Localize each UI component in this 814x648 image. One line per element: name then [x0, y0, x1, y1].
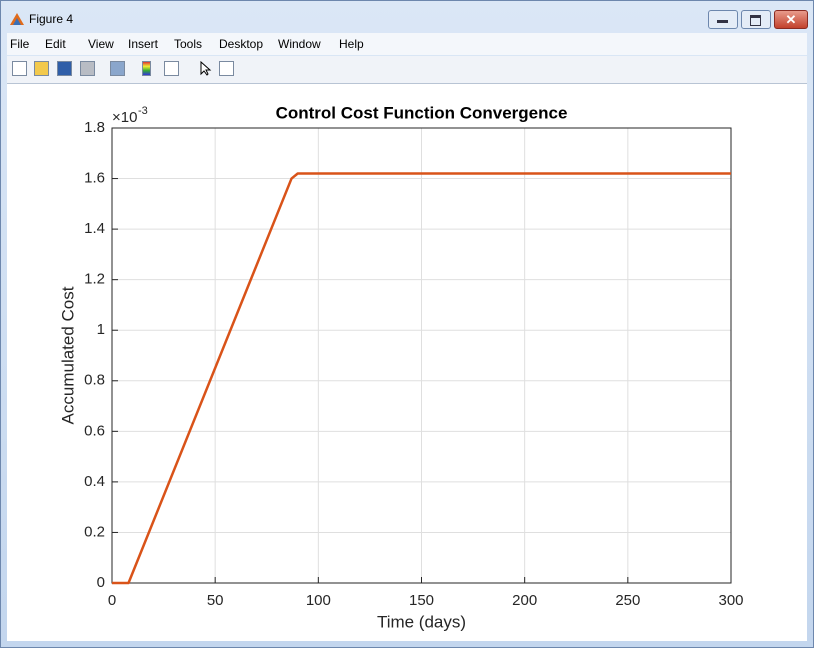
y-multiplier: ×10	[112, 109, 137, 126]
link-icon[interactable]	[110, 61, 125, 76]
y-tick-label: 0.6	[84, 422, 105, 439]
new-icon[interactable]	[12, 61, 27, 76]
y-tick-label: 1.4	[84, 220, 105, 237]
window-title: Figure 4	[29, 12, 74, 26]
y-tick-label: 1.8	[84, 119, 105, 136]
y-tick-label: 0	[97, 574, 105, 591]
x-tick-label: 150	[409, 592, 434, 609]
maximize-button[interactable]	[741, 10, 771, 29]
y-axis-label: Accumulated Cost	[58, 286, 77, 424]
save-icon[interactable]	[57, 61, 72, 76]
x-tick-label: 50	[207, 592, 224, 609]
print-icon[interactable]	[80, 61, 95, 76]
menu-item[interactable]: File	[10, 37, 30, 51]
y-exponent: -3	[138, 105, 148, 117]
toolbar	[7, 56, 807, 84]
data-line	[112, 172, 731, 585]
chart-title: Control Cost Function Convergence	[276, 103, 568, 122]
y-tick-label: 0.4	[84, 473, 105, 490]
menu-item[interactable]: Window	[278, 37, 321, 51]
menu-item[interactable]: Edit	[45, 37, 66, 51]
x-tick-label: 250	[615, 592, 640, 609]
open-icon[interactable]	[34, 61, 49, 76]
y-tick-label: 1	[97, 321, 105, 338]
chart: 0 50 100 150 200 250 300 0 0.2 0.4 0.6 0.8 1 1.2 1.4 1.…	[58, 103, 743, 631]
x-tick-label: 200	[512, 592, 537, 609]
figure-area: 0 50 100 150 200 250 300 0 0.2 0.4 0.6 0.8 1 1.2 1.4 1.…	[7, 84, 807, 641]
axes-box	[111, 127, 732, 584]
pointer-icon[interactable]	[198, 60, 213, 76]
y-tick-label: 1.2	[84, 271, 105, 288]
close-button[interactable]: ✕	[774, 10, 808, 29]
y-tick-label: 0.8	[84, 372, 105, 389]
y-tick-label: 1.6	[84, 170, 105, 187]
legend-icon[interactable]	[164, 61, 179, 76]
property-icon[interactable]	[219, 61, 234, 76]
menu-item[interactable]: Insert	[128, 37, 159, 51]
menu-item[interactable]: Tools	[174, 37, 203, 51]
y-tick-label: 0.2	[84, 523, 105, 540]
menu-item[interactable]: Help	[339, 37, 364, 51]
minimize-button[interactable]	[708, 10, 738, 29]
menu-item[interactable]: Desktop	[219, 37, 264, 51]
x-tick-label: 300	[718, 592, 743, 609]
x-axis-label: Time (days)	[377, 612, 466, 631]
x-tick-label: 100	[306, 592, 331, 609]
matlab-icon	[10, 13, 24, 25]
menu-item[interactable]: View	[88, 37, 114, 51]
menu-bar: File Edit View Insert Tools Desktop Window Help	[7, 33, 807, 55]
colorbar-icon[interactable]	[142, 61, 151, 76]
x-tick-label: 0	[108, 592, 116, 609]
